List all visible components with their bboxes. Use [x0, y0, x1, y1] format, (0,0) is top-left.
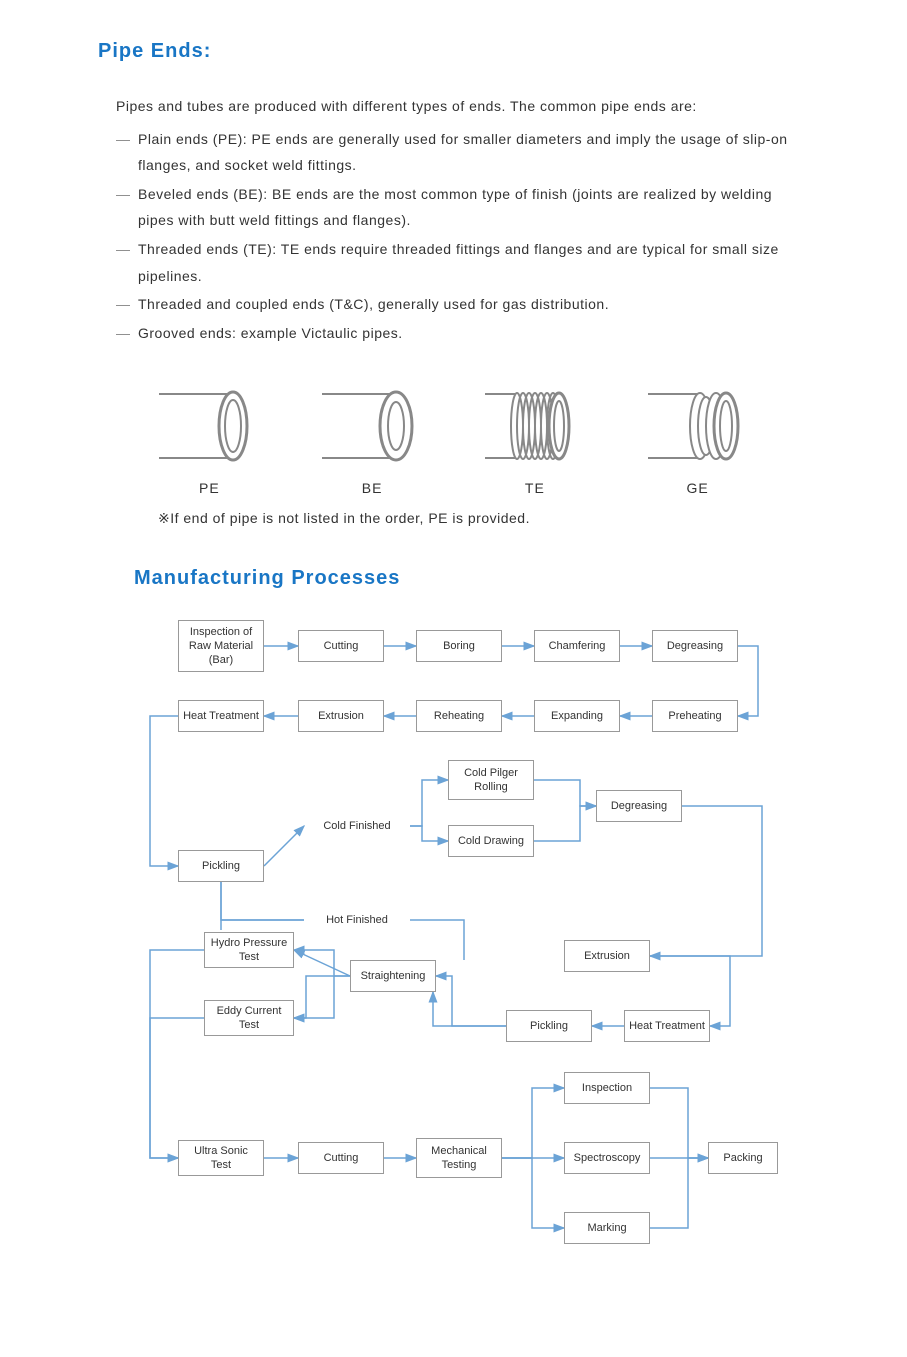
- mfg-heading: Manufacturing Processes: [134, 567, 809, 590]
- list-item: Plain ends (PE): PE ends are generally u…: [116, 126, 809, 179]
- flow-node: Extrusion: [298, 700, 384, 732]
- flow-node: Expanding: [534, 700, 620, 732]
- pipe-end-figures: PE BE: [98, 386, 809, 496]
- pe-label: PE: [159, 480, 259, 496]
- flow-node: Heat Treatment: [624, 1010, 710, 1042]
- pipe-ends-note: ※If end of pipe is not listed in the ord…: [158, 510, 809, 527]
- flow-node: Cold PilgerRolling: [448, 760, 534, 800]
- pipe-fig-te: TE: [485, 386, 585, 496]
- flow-node: Pickling: [506, 1010, 592, 1042]
- flow-node: Spectroscopy: [564, 1142, 650, 1174]
- list-item: Threaded ends (TE): TE ends require thre…: [116, 236, 809, 289]
- flow-node: Chamfering: [534, 630, 620, 662]
- flow-node: Hydro PressureTest: [204, 932, 294, 968]
- pipe-fig-ge: GE: [648, 386, 748, 496]
- flow-node: Cold Finished: [304, 810, 410, 842]
- list-item: Beveled ends (BE): BE ends are the most …: [116, 181, 809, 234]
- be-label: BE: [322, 480, 422, 496]
- flow-node: Preheating: [652, 700, 738, 732]
- ge-icon: [648, 386, 748, 466]
- list-item: Grooved ends: example Victaulic pipes.: [116, 320, 809, 347]
- flowchart: Inspection ofRaw Material(Bar) Cutting Bor…: [148, 620, 788, 1280]
- te-label: TE: [485, 480, 585, 496]
- flow-node: Eddy CurrentTest: [204, 1000, 294, 1036]
- list-item: Threaded and coupled ends (T&C), general…: [116, 291, 809, 318]
- pipe-fig-pe: PE: [159, 386, 259, 496]
- flow-node: Cutting: [298, 1142, 384, 1174]
- pipe-ends-list: Plain ends (PE): PE ends are generally u…: [116, 126, 809, 347]
- flow-node: Packing: [708, 1142, 778, 1174]
- flow-node: Reheating: [416, 700, 502, 732]
- be-icon: [322, 386, 422, 466]
- flow-node: Inspection: [564, 1072, 650, 1104]
- pipe-fig-be: BE: [322, 386, 422, 496]
- flow-node: Straightening: [350, 960, 436, 992]
- flow-node: Heat Treatment: [178, 700, 264, 732]
- pipe-ends-heading: Pipe Ends:: [98, 40, 809, 63]
- flow-node: Degreasing: [652, 630, 738, 662]
- flow-node: Inspection ofRaw Material(Bar): [178, 620, 264, 672]
- flow-node: Cutting: [298, 630, 384, 662]
- pipe-ends-intro: Pipes and tubes are produced with differ…: [116, 93, 809, 120]
- te-icon: [485, 386, 585, 466]
- flow-node: Marking: [564, 1212, 650, 1244]
- flow-node: Extrusion: [564, 940, 650, 972]
- ge-label: GE: [648, 480, 748, 496]
- flow-node: MechanicalTesting: [416, 1138, 502, 1178]
- pe-icon: [159, 386, 259, 466]
- flow-node: Degreasing: [596, 790, 682, 822]
- flow-node: Pickling: [178, 850, 264, 882]
- flow-node: Boring: [416, 630, 502, 662]
- flow-node: Ultra SonicTest: [178, 1140, 264, 1176]
- flow-node: Hot Finished: [304, 910, 410, 930]
- flow-node: Cold Drawing: [448, 825, 534, 857]
